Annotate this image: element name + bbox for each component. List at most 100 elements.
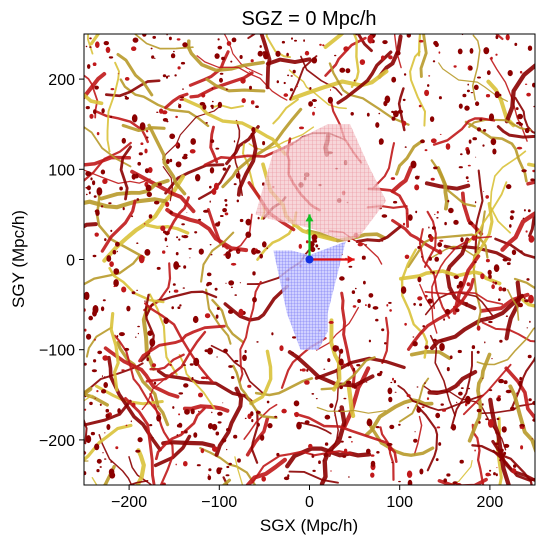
halo-clump — [239, 55, 243, 59]
halo-clump — [259, 434, 265, 441]
halo-clump — [496, 467, 498, 469]
red-survey-region — [255, 124, 387, 242]
halo-clump — [203, 209, 209, 213]
halo-clump — [174, 74, 177, 77]
halo-clump — [215, 147, 220, 150]
halo-clump — [433, 166, 438, 170]
halo-clump — [161, 110, 168, 115]
halo-clump — [96, 132, 100, 136]
halo-clump — [84, 408, 87, 411]
filament — [415, 404, 439, 472]
filament — [462, 363, 512, 416]
halo-clump — [474, 449, 476, 452]
halo-clump — [201, 92, 206, 98]
halo-clump — [162, 74, 167, 78]
halo-clump — [214, 53, 220, 59]
halo-clump — [131, 46, 137, 51]
halo-clump — [506, 262, 511, 266]
halo-clump — [255, 410, 261, 414]
halo-clump — [522, 425, 525, 427]
halo-clump — [530, 178, 535, 182]
halo-clump — [230, 376, 235, 379]
halo-clump — [466, 282, 471, 287]
halo-clump — [388, 55, 393, 60]
halo-clump — [416, 386, 419, 388]
halo-clump — [467, 180, 470, 182]
filament — [84, 460, 89, 462]
halo-clump — [145, 184, 152, 192]
halo-clump — [180, 430, 184, 434]
filament — [165, 207, 249, 253]
halo-clump — [198, 248, 204, 255]
halo-clump — [247, 384, 252, 388]
halo-clump — [457, 349, 462, 354]
halo-clump — [257, 216, 260, 220]
halo-clump — [317, 247, 321, 250]
halo-clump — [345, 68, 351, 74]
halo-clump — [209, 185, 212, 189]
halo-clump — [329, 403, 334, 409]
filament — [494, 34, 504, 40]
halo-clump — [470, 92, 474, 94]
halo-clump — [266, 400, 270, 404]
filament — [84, 392, 109, 407]
halo-clump — [291, 351, 294, 354]
halo-clump — [136, 198, 140, 201]
halo-clump — [252, 271, 256, 276]
halo-clump — [514, 42, 518, 47]
halo-clump — [414, 175, 420, 180]
filament — [391, 218, 443, 255]
halo-clump — [189, 257, 191, 259]
halo-clump — [334, 415, 336, 417]
filament — [84, 126, 132, 168]
halo-clump — [313, 106, 316, 108]
halo-clump — [311, 99, 317, 102]
halo-clump — [206, 272, 212, 277]
halo-clump — [353, 79, 356, 82]
halo-clump — [283, 476, 290, 481]
filament — [272, 98, 299, 125]
halo-clump — [262, 141, 266, 146]
halo-clump — [131, 402, 136, 408]
halo-clump — [501, 426, 507, 433]
halo-clump — [392, 377, 394, 381]
filament — [481, 321, 535, 343]
halo-clump — [474, 201, 477, 204]
halo-clump — [412, 341, 418, 347]
filament — [162, 166, 173, 202]
halo-clump — [105, 46, 111, 54]
halo-clump — [262, 51, 266, 54]
halo-clump — [402, 222, 406, 226]
halo-clump — [380, 55, 385, 61]
halo-clump — [89, 113, 94, 119]
halo-clump — [124, 95, 128, 98]
halo-clump — [364, 244, 368, 246]
halo-clump — [424, 345, 429, 350]
halo-clump — [217, 411, 223, 416]
filament — [247, 34, 257, 40]
halo-clump — [404, 254, 410, 259]
halo-clump — [492, 281, 495, 284]
halo-clump — [328, 320, 334, 324]
filament — [316, 406, 387, 414]
halo-clump — [417, 246, 421, 249]
halo-clump — [131, 215, 134, 218]
halo-clump — [505, 315, 508, 318]
filament — [419, 283, 438, 334]
halo-clump — [178, 103, 182, 109]
halo-clump — [219, 215, 224, 217]
halo-clump — [210, 254, 213, 256]
halo-clump — [100, 306, 105, 312]
halo-clump — [467, 83, 470, 86]
halo-clump — [495, 35, 499, 40]
filament — [84, 92, 104, 106]
halo-clump — [483, 129, 487, 132]
halo-clump — [465, 304, 468, 307]
filament — [140, 293, 155, 363]
halo-clump — [294, 39, 297, 42]
halo-clump — [305, 240, 309, 244]
filament — [85, 326, 113, 358]
halo-clump — [458, 280, 464, 288]
halo-clump — [90, 177, 93, 181]
halo-clump — [142, 34, 147, 37]
